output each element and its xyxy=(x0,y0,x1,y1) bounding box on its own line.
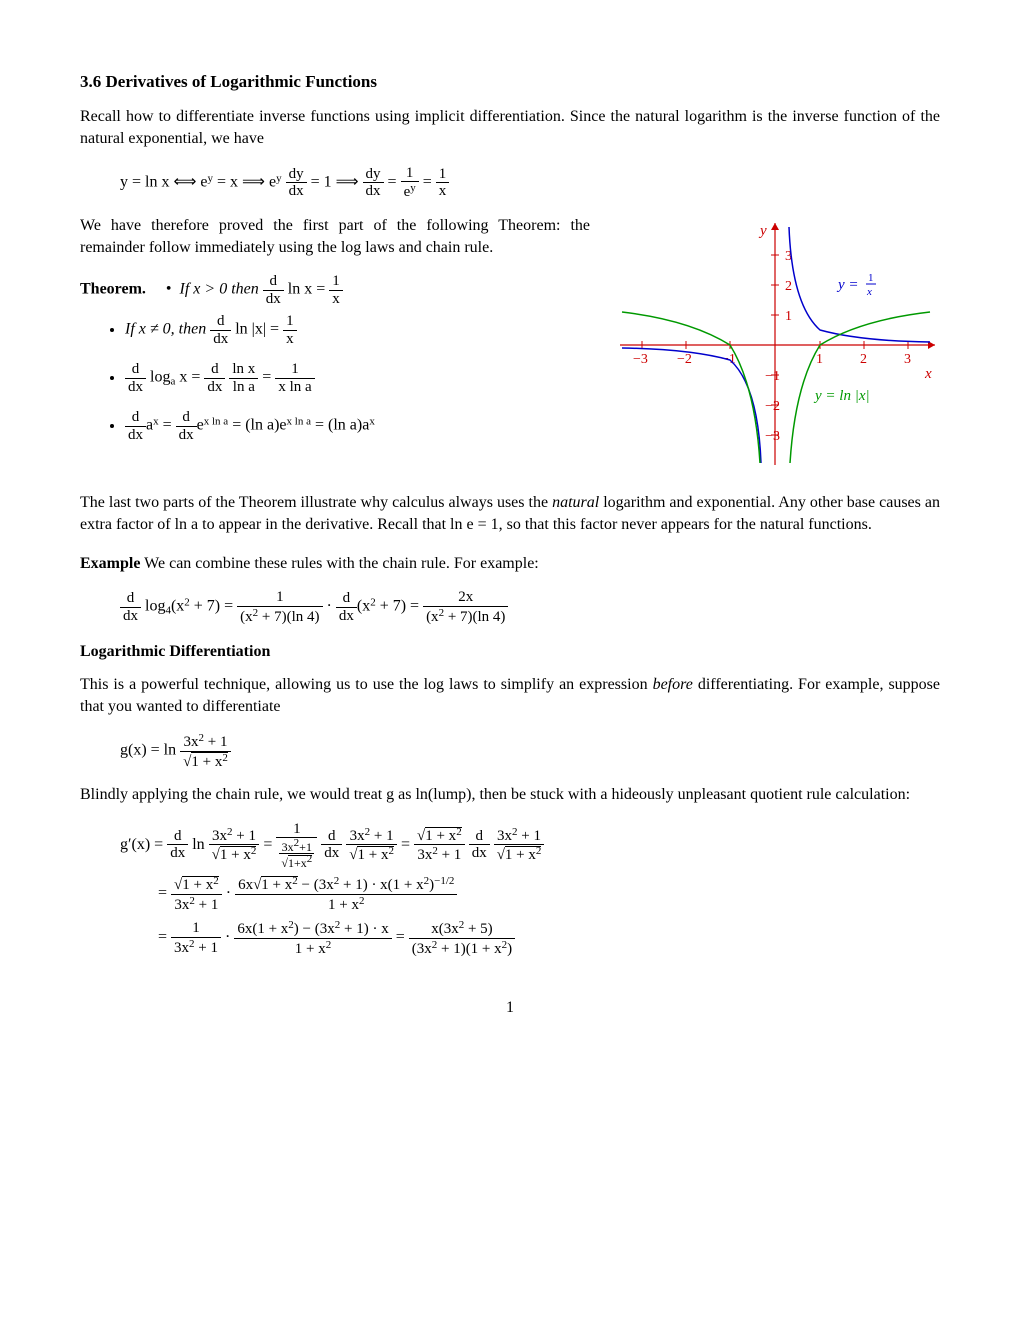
intro-paragraph: Recall how to differentiate inverse func… xyxy=(80,106,940,151)
svg-text:2: 2 xyxy=(860,352,867,367)
log-chart: −3 −2 −1 1 2 3 3 2 1 −1 −2 −3 y x xyxy=(610,215,940,475)
after-eq1-paragraph: We have therefore proved the first part … xyxy=(80,215,590,260)
svg-text:y =: y = xyxy=(836,277,859,293)
svg-text:1: 1 xyxy=(868,272,874,284)
example-equation: ddx log4(x2 + 7) = 1(x2 + 7)(ln 4) · ddx… xyxy=(120,589,940,625)
svg-text:−3: −3 xyxy=(633,352,648,367)
chain-paragraph: Blindly applying the chain rule, we woul… xyxy=(80,784,940,806)
equation-1: y = ln x ⟺ ey = x ⟹ ey dydx = 1 ⟹ dydx =… xyxy=(120,165,940,201)
logdiff-header: Logarithmic Differentiation xyxy=(80,641,940,663)
theorem-bullet-3: ddx loga x = ddx ln xln a = 1x ln a xyxy=(125,361,590,395)
svg-text:−2: −2 xyxy=(765,399,780,414)
svg-text:1: 1 xyxy=(785,309,792,324)
section-title: 3.6 Derivatives of Logarithmic Functions xyxy=(80,70,940,94)
theorem-block: Theorem. • If x > 0 then ddx ln x = 1x I… xyxy=(80,273,590,443)
g-equation: g(x) = ln 3x2 + 1√1 + x2 xyxy=(120,732,940,770)
page-number: 1 xyxy=(80,997,940,1019)
theorem-label: Theorem. xyxy=(80,281,146,298)
logdiff-paragraph: This is a powerful technique, allowing u… xyxy=(80,674,940,719)
after-theorem-paragraph: The last two parts of the Theorem illust… xyxy=(80,492,940,537)
example-paragraph: Example We can combine these rules with … xyxy=(80,553,940,575)
svg-text:−3: −3 xyxy=(765,429,780,444)
svg-text:−2: −2 xyxy=(677,352,692,367)
svg-text:2: 2 xyxy=(785,279,792,294)
svg-text:y = ln |x|: y = ln |x| xyxy=(813,388,870,404)
gprime-equation: g′(x) = ddx ln 3x2 + 1√1 + x2 = 13x2+1√1… xyxy=(120,821,940,958)
svg-text:3: 3 xyxy=(904,352,911,367)
theorem-bullet-4: ddxax = ddxex ln a = (ln a)ex ln a = (ln… xyxy=(125,409,590,443)
svg-text:x: x xyxy=(866,286,872,298)
theorem-bullet-2: If x ≠ 0, then ddx ln |x| = 1x xyxy=(125,313,590,347)
svg-text:1: 1 xyxy=(816,352,823,367)
svg-text:x: x xyxy=(924,366,932,382)
svg-text:y: y xyxy=(758,223,767,239)
svg-text:−1: −1 xyxy=(765,369,780,384)
